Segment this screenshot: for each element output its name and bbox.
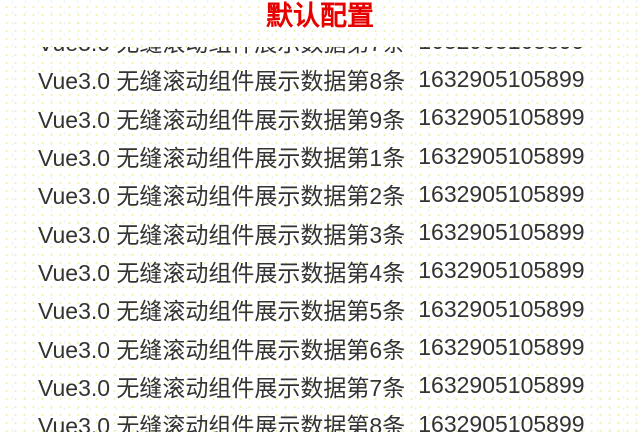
list-item-date: 1632905105899 xyxy=(418,372,585,399)
list-item-title: Vue3.0 无缝滚动组件展示数据第4条 xyxy=(38,259,406,286)
list-item-date: 1632905105899 xyxy=(418,410,585,432)
list-item-title: Vue3.0 无缝滚动组件展示数据第7条 xyxy=(38,374,406,401)
list-item-date: 1632905105899 xyxy=(418,334,585,361)
list-item-title: Vue3.0 无缝滚动组件展示数据第9条 xyxy=(38,106,406,133)
list-item: Vue3.0 无缝滚动组件展示数据第8条 1632905105899 xyxy=(0,60,640,98)
list-item: Vue3.0 无缝滚动组件展示数据第9条 1632905105899 xyxy=(0,99,640,137)
list-item-date: 1632905105899 xyxy=(418,257,585,284)
list-item-title: Vue3.0 无缝滚动组件展示数据第6条 xyxy=(38,336,406,363)
list-item-title: Vue3.0 无缝滚动组件展示数据第5条 xyxy=(38,298,406,325)
list-item: Vue3.0 无缝滚动组件展示数据第6条 1632905105899 xyxy=(0,328,640,366)
list-item: Vue3.0 无缝滚动组件展示数据第7条 1632905105899 xyxy=(0,47,640,60)
list-item-date: 1632905105899 xyxy=(418,65,585,92)
list-item-date: 1632905105899 xyxy=(418,219,585,246)
list-item-date: 1632905105899 xyxy=(418,104,585,131)
list-item: Vue3.0 无缝滚动组件展示数据第2条 1632905105899 xyxy=(0,175,640,213)
list-item-title: Vue3.0 无缝滚动组件展示数据第8条 xyxy=(38,68,406,95)
list-item-date: 1632905105899 xyxy=(418,47,584,55)
list-item: Vue3.0 无缝滚动组件展示数据第7条 1632905105899 xyxy=(0,367,640,405)
list-item: Vue3.0 无缝滚动组件展示数据第5条 1632905105899 xyxy=(0,290,640,328)
list-item-date: 1632905105899 xyxy=(418,180,585,207)
seamless-scroll-viewport: Vue3.0 无缝滚动组件展示数据第7条1632905105899Vue3.0 … xyxy=(0,47,640,432)
list-item: Vue3.0 无缝滚动组件展示数据第8条 1632905105899 xyxy=(0,405,640,432)
list-item: Vue3.0 无缝滚动组件展示数据第1条 1632905105899 xyxy=(0,137,640,175)
list-item-title: Vue3.0 无缝滚动组件展示数据第2条 xyxy=(38,183,406,210)
scroll-list: Vue3.0 无缝滚动组件展示数据第7条1632905105899Vue3.0 … xyxy=(0,47,640,432)
list-item-title: Vue3.0 无缝滚动组件展示数据第3条 xyxy=(38,221,406,248)
list-item-title: Vue3.0 无缝滚动组件展示数据第8条 xyxy=(38,413,406,432)
page-title: 默认配置 xyxy=(266,1,374,31)
list-item-date: 1632905105899 xyxy=(418,142,585,169)
list-item-title: Vue3.0 无缝滚动组件展示数据第1条 xyxy=(38,145,406,172)
list-item-date: 1632905105899 xyxy=(418,295,585,322)
list-item: Vue3.0 无缝滚动组件展示数据第4条 1632905105899 xyxy=(0,252,640,290)
list-item-title: Vue3.0 无缝滚动组件展示数据第7条 xyxy=(38,47,405,58)
list-item: Vue3.0 无缝滚动组件展示数据第3条 1632905105899 xyxy=(0,213,640,251)
